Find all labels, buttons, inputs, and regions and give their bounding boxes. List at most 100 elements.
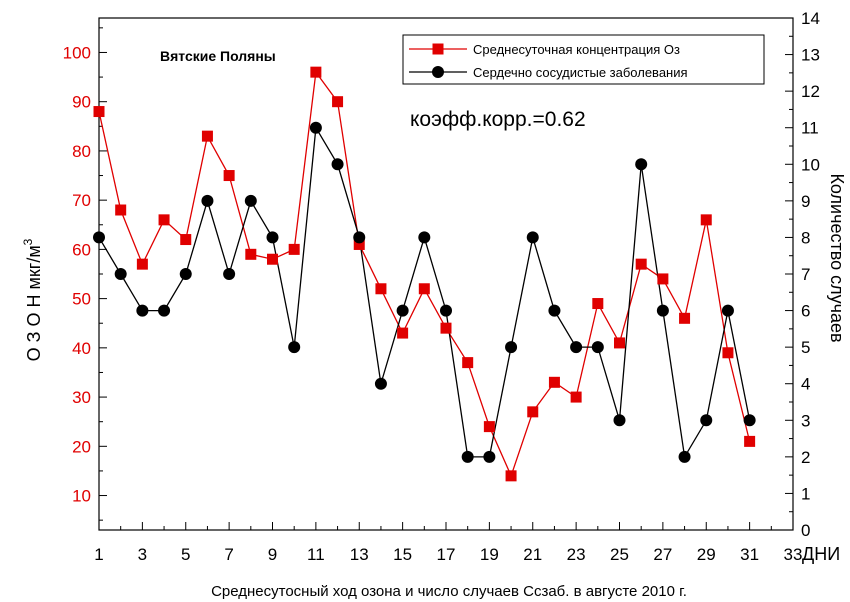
y-right-tick-label: 6 — [801, 302, 810, 321]
y-right-tick-label: 7 — [801, 265, 810, 284]
legend-marker-cvd — [432, 66, 444, 78]
cvd-point — [353, 231, 366, 244]
cvd-point — [223, 268, 236, 280]
ozone-point — [700, 214, 712, 226]
y-left-tick-label: 100 — [63, 43, 91, 62]
y-right-tick-label: 13 — [801, 46, 820, 65]
ozone-point — [548, 376, 560, 388]
y-right-tick-label: 2 — [801, 448, 810, 467]
cvd-point — [505, 341, 518, 354]
ozone-point — [245, 248, 257, 260]
y-axis-left: 10 20 30 40 50 60 70 80 90 100 — [63, 27, 107, 521]
ozone-point — [310, 66, 322, 78]
y-left-tick-label: 30 — [72, 388, 91, 407]
station-label: Вятские Поляны — [160, 48, 276, 64]
ozone-point — [375, 283, 387, 295]
cvd-point — [613, 414, 626, 427]
x-axis: 1 3 5 7 9 11 13 15 17 19 21 23 25 27 29 31 33 — [94, 522, 802, 564]
ozone-point — [505, 470, 517, 482]
series-lines — [98, 70, 751, 478]
cvd-point — [309, 121, 322, 134]
x-tick-label: 9 — [268, 545, 277, 564]
x-axis-label: ДНИ — [802, 544, 840, 564]
y-left-tick-label: 80 — [72, 142, 91, 161]
legend: Среднесуточная концентрация Оз Сердечно … — [402, 34, 765, 85]
legend-label-ozone: Среднесуточная концентрация Оз — [473, 42, 680, 57]
y-right-tick-label: 8 — [801, 228, 810, 247]
ozone-point — [570, 391, 582, 403]
cvd-point — [179, 268, 192, 280]
series-markers — [93, 66, 756, 482]
cvd-point — [331, 158, 344, 171]
x-tick-label: 21 — [523, 545, 542, 564]
ozone-point — [201, 130, 213, 142]
y-right-tick-label: 11 — [801, 119, 819, 138]
ozone-point — [93, 106, 105, 118]
cvd-point — [266, 231, 279, 244]
y-axis-left-label-superscript: 3 — [21, 238, 35, 245]
x-tick-label: 29 — [697, 545, 716, 564]
cvd-point — [743, 414, 756, 427]
cvd-point — [396, 304, 409, 317]
ozone-point — [744, 435, 756, 447]
ozone-point — [679, 312, 691, 324]
ozone-point — [288, 243, 300, 255]
y-left-tick-label: 20 — [72, 437, 91, 456]
ozone-point — [223, 170, 235, 182]
ozone-point — [418, 283, 430, 295]
y-right-tick-label: 0 — [801, 521, 810, 540]
y-right-tick-label: 9 — [801, 192, 810, 211]
series-line-ozone — [98, 70, 751, 478]
x-tick-label: 23 — [567, 545, 586, 564]
y-left-tick-label: 40 — [72, 339, 91, 358]
y-right-tick-label: 1 — [801, 484, 810, 503]
ozone-point — [527, 406, 539, 418]
cvd-point — [418, 231, 431, 244]
x-tick-label: 19 — [480, 545, 499, 564]
y-right-tick-label: 4 — [801, 375, 810, 394]
y-axis-left-label: О З О Н мкг/м3 — [21, 238, 44, 361]
x-tick-label: 7 — [224, 545, 233, 564]
ozone-point — [180, 234, 192, 246]
cvd-point — [136, 304, 149, 317]
y-axis-right-label: Количество случаев — [827, 173, 847, 342]
y-axis-left-label-text: О З О Н мкг/м — [24, 245, 44, 361]
y-left-tick-label: 10 — [72, 487, 91, 506]
y-left-tick-label: 70 — [72, 191, 91, 210]
cvd-point — [288, 341, 301, 354]
cvd-point — [244, 194, 257, 207]
ozone-point — [483, 421, 495, 433]
cvd-point — [678, 450, 691, 463]
cvd-point — [591, 341, 604, 354]
x-tick-label: 1 — [94, 545, 103, 564]
cvd-point — [158, 304, 171, 317]
y-left-tick-label: 90 — [72, 93, 91, 112]
x-tick-label: 3 — [138, 545, 147, 564]
y-right-tick-label: 5 — [801, 338, 810, 357]
ozone-point — [353, 238, 365, 250]
cvd-point — [440, 304, 452, 317]
cvd-point — [526, 231, 539, 244]
y-right-tick-label: 10 — [801, 155, 820, 174]
cvd-point — [114, 268, 127, 280]
ozone-point — [462, 357, 474, 369]
y-right-tick-label: 12 — [801, 82, 820, 101]
ozone-point — [267, 253, 278, 265]
correlation-annotation: коэфф.корр.=0.62 — [410, 108, 586, 131]
ozone-point — [332, 96, 344, 108]
x-tick-label: 5 — [181, 545, 190, 564]
chart-caption: Среднесутосный ход озона и число случаев… — [211, 583, 687, 600]
x-tick-label: 11 — [307, 545, 325, 564]
y-left-tick-label: 60 — [72, 240, 91, 259]
x-tick-label: 31 — [740, 545, 759, 564]
cvd-point — [201, 194, 214, 207]
legend-box — [402, 34, 765, 85]
ozone-point — [115, 204, 127, 216]
ozone-point — [136, 258, 148, 270]
legend-marker-ozone — [432, 43, 444, 55]
ozone-point — [722, 347, 734, 359]
ozone-point — [158, 214, 170, 226]
x-tick-label: 15 — [393, 545, 412, 564]
